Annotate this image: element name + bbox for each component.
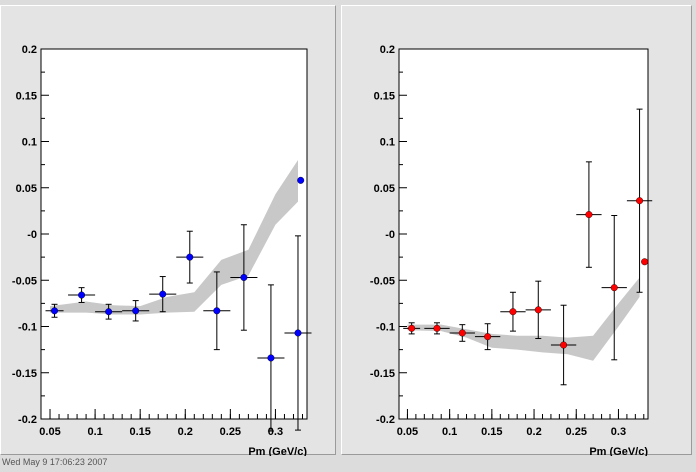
x-tick-label: 0.1 <box>442 426 457 438</box>
data-point <box>267 354 275 362</box>
x-tick-label: 0.05 <box>397 426 418 438</box>
data-point <box>408 324 416 332</box>
chart-left: 0.20.150.10.05-0-0.05-0.1-0.15-0.20.05 0.… <box>12 44 312 456</box>
y-tick-label: 0.05 <box>16 183 37 195</box>
uncertainty-band <box>50 160 298 315</box>
x-tick-label: 0.2 <box>178 426 193 438</box>
data-point <box>534 306 542 314</box>
x-axis-title: Pm (GeV/c) <box>589 446 648 456</box>
data-point <box>132 307 140 315</box>
y-tick-label: 0.2 <box>22 44 37 56</box>
y-tick-label: 0.1 <box>380 137 395 149</box>
x-tick-label: 0.3 <box>268 426 283 438</box>
data-point <box>458 329 466 337</box>
y-tick-label: -0 <box>385 229 395 241</box>
x-tick-label: 0.25 <box>566 426 587 438</box>
data-point <box>51 307 59 315</box>
y-tick-label: -0.05 <box>370 275 395 287</box>
y-tick-label: 0.2 <box>380 44 395 56</box>
data-point <box>105 308 113 316</box>
data-point <box>186 253 194 261</box>
data-point <box>297 176 305 184</box>
x-tick-label: 0.25 <box>220 426 241 438</box>
uncertainty-band <box>407 277 640 361</box>
x-tick-label: 0.15 <box>481 426 502 438</box>
y-tick-label: 0.05 <box>374 183 395 195</box>
x-tick-label: 0.1 <box>87 426 102 438</box>
chart-right: 0.20.150.10.05-0-0.05-0.1-0.15-0.20.05 0.… <box>370 44 653 456</box>
data-point <box>484 333 492 341</box>
y-tick-label: -0 <box>27 229 37 241</box>
data-point <box>294 329 302 337</box>
data-point <box>560 341 568 349</box>
x-axis-title: Pm (GeV/c) <box>248 446 307 456</box>
data-point <box>159 290 167 298</box>
data-point <box>585 211 593 219</box>
y-tick-label: -0.2 <box>18 414 37 426</box>
x-tick-label: 0.15 <box>129 426 150 438</box>
data-point <box>610 284 618 292</box>
x-tick-label: 0.3 <box>611 426 626 438</box>
y-tick-label: 0.1 <box>22 137 37 149</box>
data-point <box>636 197 644 205</box>
data-point <box>78 291 86 299</box>
y-tick-label: -0.1 <box>376 322 395 334</box>
x-tick-label: 0.2 <box>526 426 541 438</box>
y-tick-label: -0.1 <box>18 322 37 334</box>
x-tick-label: 0.05 <box>39 426 60 438</box>
plot-area <box>399 49 648 419</box>
data-point <box>240 273 248 281</box>
plot-pad-left: 0.2 0.15 0.1 0.05 -0 -0.05 -0.1 -0.15 -0.2 0.05 0.… <box>0 5 336 456</box>
y-tick-label: -0.15 <box>12 368 37 380</box>
y-tick-label: -0.15 <box>370 368 395 380</box>
y-tick-label: 0.15 <box>374 90 395 102</box>
data-point <box>433 324 441 332</box>
y-tick-label: -0.05 <box>12 275 37 287</box>
data-point <box>509 308 517 316</box>
plot-pad-right: 0.2 0.15 0.1 0.05 -0 -0.05 -0.1 -0.15 -0.2 0.05 0.… <box>341 5 692 456</box>
y-tick-label: 0.15 <box>16 90 37 102</box>
y-tick-label: -0.2 <box>376 414 395 426</box>
data-point <box>213 307 221 315</box>
data-point <box>641 258 649 266</box>
footer-timestamp: Wed May 9 17:06:23 2007 <box>2 457 108 467</box>
